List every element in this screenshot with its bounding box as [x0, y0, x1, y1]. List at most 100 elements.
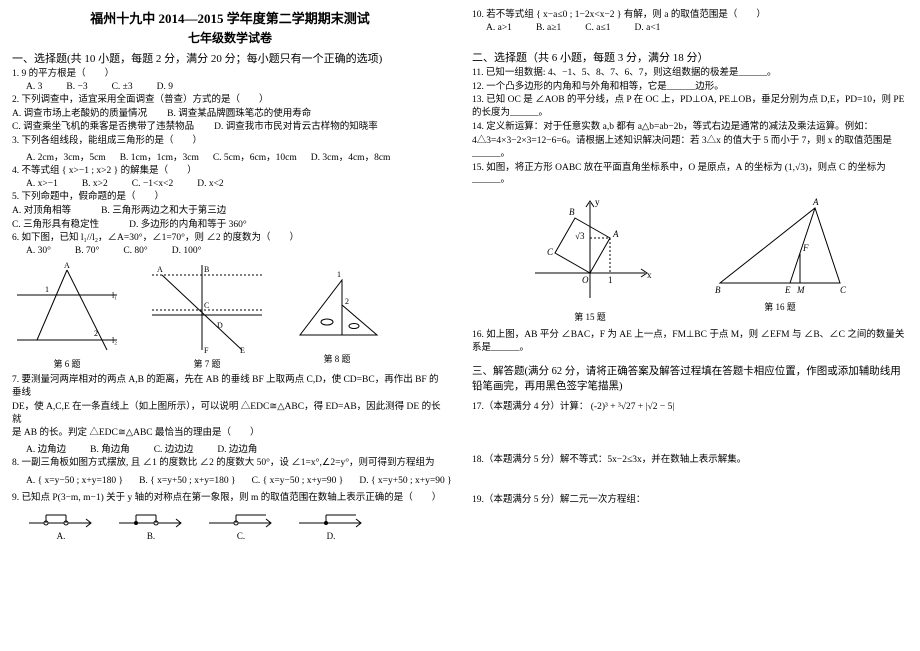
q12-text: 12. 一个凸多边形的内角和与外角和相等，它是______边形。: [472, 81, 908, 94]
q5-opt-c: C. 三角形具有稳定性: [12, 219, 99, 232]
q3-text: 3. 下列各组线段，能组成三角形的是（ ）: [12, 135, 448, 148]
q7-line3: 是 AB 的长。判定 △EDC≅△ABC 最恰当的理由是（ ）: [12, 427, 448, 440]
q7-line1: 7. 要测量河两岸相对的两点 A,B 的距离，先在 AB 的垂线 BF 上取两点…: [12, 374, 448, 400]
fig8-label: 第 8 题: [323, 352, 350, 365]
svg-text:x: x: [647, 270, 652, 280]
q2-opt-b: B. 调查某品牌圆珠笔芯的使用寿命: [167, 108, 311, 121]
q7-opt-a: A. 边角边: [26, 441, 66, 455]
q6-opt-a: A. 30°: [26, 246, 51, 256]
q9-opt-c: C.: [206, 509, 276, 541]
svg-text:C: C: [840, 285, 847, 295]
q8-opt-b: B. { x=y+50 ; x+y=180 }: [139, 476, 236, 486]
exam-subtitle: 七年级数学试卷: [12, 29, 448, 46]
section-1-header: 一、选择题(共 10 小题，每题 2 分，满分 20 分；每小题只有一个正确的选…: [12, 50, 448, 66]
q3-opt-b: B. 1cm，1cm，3cm: [120, 149, 199, 163]
svg-text:D: D: [217, 321, 223, 330]
svg-text:1: 1: [337, 270, 341, 279]
q14-line1: 14. 定义新运算：对于任意实数 a,b 都有 a△b=ab−2b，等式右边是通…: [472, 121, 908, 134]
q6-opt-d: D. 100°: [172, 246, 202, 256]
q4-opt-d: D. x<2: [197, 179, 223, 189]
q1-opt-c: C. ±3: [112, 82, 133, 92]
q7-line2: DE，使 A,C,E 在一条直线上（如上图所示），可以说明 △EDC≅△ABC，…: [12, 401, 448, 427]
q9-opt-b: B.: [116, 509, 186, 541]
q3-opt-d: D. 3cm，4cm，8cm: [311, 149, 391, 163]
numline-d-svg: [296, 509, 366, 531]
q8-opt-c: C. { x=y−50 ; x+y=90 }: [252, 476, 344, 486]
q4-opt-b: B. x>2: [82, 179, 108, 189]
q16-text: 16. 如上图，AB 平分 ∠BAC，F 为 AE 上一点，FM⊥BC 于点 M…: [472, 329, 908, 355]
fig6-label: 第 6 题: [53, 357, 80, 370]
fig7-label: 第 7 题: [193, 357, 220, 370]
figure-row-678: A l₁ l₂ 1 2 第 6 题 A B C D E F 第: [12, 260, 448, 370]
q7-opt-b: B. 角边角: [90, 441, 130, 455]
figure-16: A B C E M F 第 16 题: [705, 193, 855, 323]
q5-opt-b: B. 三角形两边之和大于第三边: [101, 205, 226, 218]
q1-opt-a: A. 3: [26, 82, 42, 92]
q2-opt-c: C. 调查乘坐飞机的乘客是否携带了违禁物品: [12, 121, 194, 134]
svg-text:2: 2: [94, 329, 98, 338]
q7-options: A. 边角边 B. 角边角 C. 边边边 D. 边边角: [26, 441, 448, 455]
svg-text:√3: √3: [575, 231, 585, 241]
q6-opt-c: C. 80°: [123, 246, 147, 256]
svg-text:1: 1: [45, 285, 49, 294]
figure-6: A l₁ l₂ 1 2 第 6 题: [12, 260, 122, 370]
left-column: 福州十九中 2014—2015 学年度第二学期期末测试 七年级数学试卷 一、选择…: [0, 0, 460, 651]
svg-text:O: O: [582, 275, 589, 285]
numline-a-svg: [26, 509, 96, 531]
q8-opt-a: A. { x=y−50 ; x+y=180 }: [26, 476, 123, 486]
q5-text: 5. 下列命题中，假命题的是（ ）: [12, 191, 448, 204]
q2-opt-d: D. 调查我市市民对肯云古样物的知晓率: [214, 121, 378, 134]
q8-options: A. { x=y−50 ; x+y=180 } B. { x=y+50 ; x+…: [26, 476, 448, 486]
q10-opt-a: A. a>1: [486, 23, 512, 33]
q1-options: A. 3 B. −3 C. ±3 D. 9: [26, 82, 448, 92]
svg-text:A: A: [612, 229, 619, 239]
figure-7: A B C D E F 第 7 题: [142, 260, 272, 370]
q15-text: 15. 如图，将正方形 OABC 放在平面直角坐标系中，O 是原点，A 的坐标为…: [472, 162, 908, 188]
fig8-svg: 1 2: [292, 260, 382, 350]
svg-text:l₁: l₁: [112, 291, 117, 300]
q2-text: 2. 下列调查中，适宜采用全面调查（普查）方式的是（ ）: [12, 94, 448, 107]
svg-text:B: B: [715, 285, 721, 295]
q5-row2: C. 三角形具有稳定性 D. 多边形的内角和等于 360°: [12, 219, 448, 232]
svg-text:F: F: [204, 346, 209, 355]
figure-8: 1 2 第 8 题: [292, 260, 382, 370]
q10-text: 10. 若不等式组 { x−a≤0 ; 1−2x<x−2 } 有解，则 a 的取…: [472, 9, 908, 22]
fig6-svg: A l₁ l₂ 1 2: [12, 260, 122, 355]
q9-text: 9. 已知点 P(3−m, m−1) 关于 y 轴的对称点在第一象限，则 m 的…: [12, 492, 448, 505]
q4-text: 4. 不等式组 { x>−1 ; x>2 } 的解集是（ ）: [12, 165, 448, 178]
q9-label-a: A.: [57, 531, 66, 541]
svg-text:A: A: [812, 197, 819, 207]
q18-text: 18.（本题满分 5 分）解不等式：5x−2≤3x，并在数轴上表示解集。: [472, 454, 908, 467]
q10-options: A. a>1 B. a≥1 C. a≤1 D. a<1: [486, 23, 908, 33]
fig15-svg: y x O A B C 1 √3: [525, 193, 655, 308]
svg-text:M: M: [796, 285, 805, 295]
svg-text:E: E: [784, 285, 791, 295]
svg-text:2: 2: [345, 297, 349, 306]
exam-title: 福州十九中 2014—2015 学年度第二学期期末测试: [12, 8, 448, 27]
numline-b-svg: [116, 509, 186, 531]
q3-opt-c: C. 5cm，6cm，10cm: [213, 149, 297, 163]
q14-line2: 4△3=4×3−2×3=12−6=6。请根据上述知识解决问题：若 3△x 的值大…: [472, 135, 908, 161]
svg-text:y: y: [595, 197, 600, 207]
right-column: 10. 若不等式组 { x−a≤0 ; 1−2x<x−2 } 有解，则 a 的取…: [460, 0, 920, 651]
q9-opt-a: A.: [26, 509, 96, 541]
q2-row2: C. 调查乘坐飞机的乘客是否携带了违禁物品 D. 调查我市市民对肯云古样物的知晓…: [12, 121, 448, 134]
svg-text:1: 1: [608, 275, 613, 285]
q1-text: 1. 9 的平方根是（ ）: [12, 68, 448, 81]
q5-row1: A. 对顶角相等 B. 三角形两边之和大于第三边: [12, 205, 448, 218]
svg-text:B: B: [204, 265, 209, 274]
q9-numlines: A. B. C. D.: [26, 509, 448, 541]
q3-opt-a: A. 2cm，3cm，5cm: [26, 149, 106, 163]
section-2-header: 二、选择题（共 6 小题，每题 3 分，满分 18 分）: [472, 49, 908, 65]
q2-opt-a: A. 调查市场上老酸奶的质量情况: [12, 108, 147, 121]
q9-opt-d: D.: [296, 509, 366, 541]
q6-options: A. 30° B. 70° C. 80° D. 100°: [26, 246, 448, 256]
q7-opt-c: C. 边边边: [154, 441, 194, 455]
q9-label-d: D.: [327, 531, 336, 541]
svg-text:C: C: [547, 247, 554, 257]
q6-opt-b: B. 70°: [75, 246, 99, 256]
q4-opt-c: C. −1<x<2: [132, 179, 173, 189]
q3-options: A. 2cm，3cm，5cm B. 1cm，1cm，3cm C. 5cm，6cm…: [26, 149, 448, 163]
svg-text:F: F: [802, 243, 809, 253]
q1-opt-d: D. 9: [157, 82, 173, 92]
